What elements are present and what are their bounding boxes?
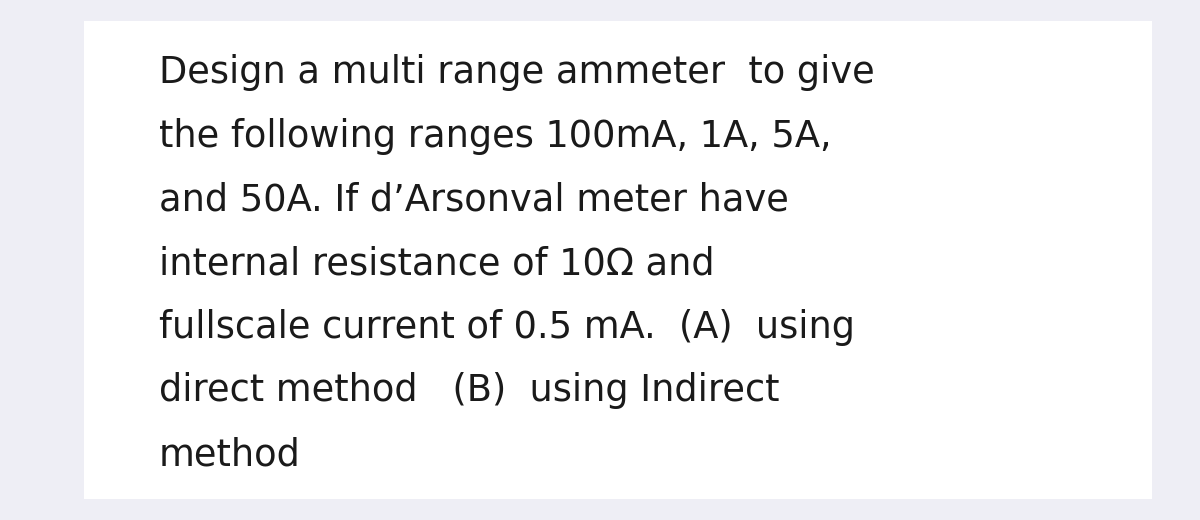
Text: internal resistance of 10Ω and: internal resistance of 10Ω and — [158, 245, 714, 282]
Text: direct method   (B)  using Indirect: direct method (B) using Indirect — [158, 372, 779, 409]
Text: method: method — [158, 436, 301, 473]
Text: fullscale current of 0.5 mA.  (A)  using: fullscale current of 0.5 mA. (A) using — [158, 309, 854, 346]
Text: and 50A. If d’Arsonval meter have: and 50A. If d’Arsonval meter have — [158, 181, 788, 218]
Text: the following ranges 100mA, 1A, 5A,: the following ranges 100mA, 1A, 5A, — [158, 118, 832, 155]
Text: Design a multi range ammeter  to give: Design a multi range ammeter to give — [158, 54, 875, 92]
